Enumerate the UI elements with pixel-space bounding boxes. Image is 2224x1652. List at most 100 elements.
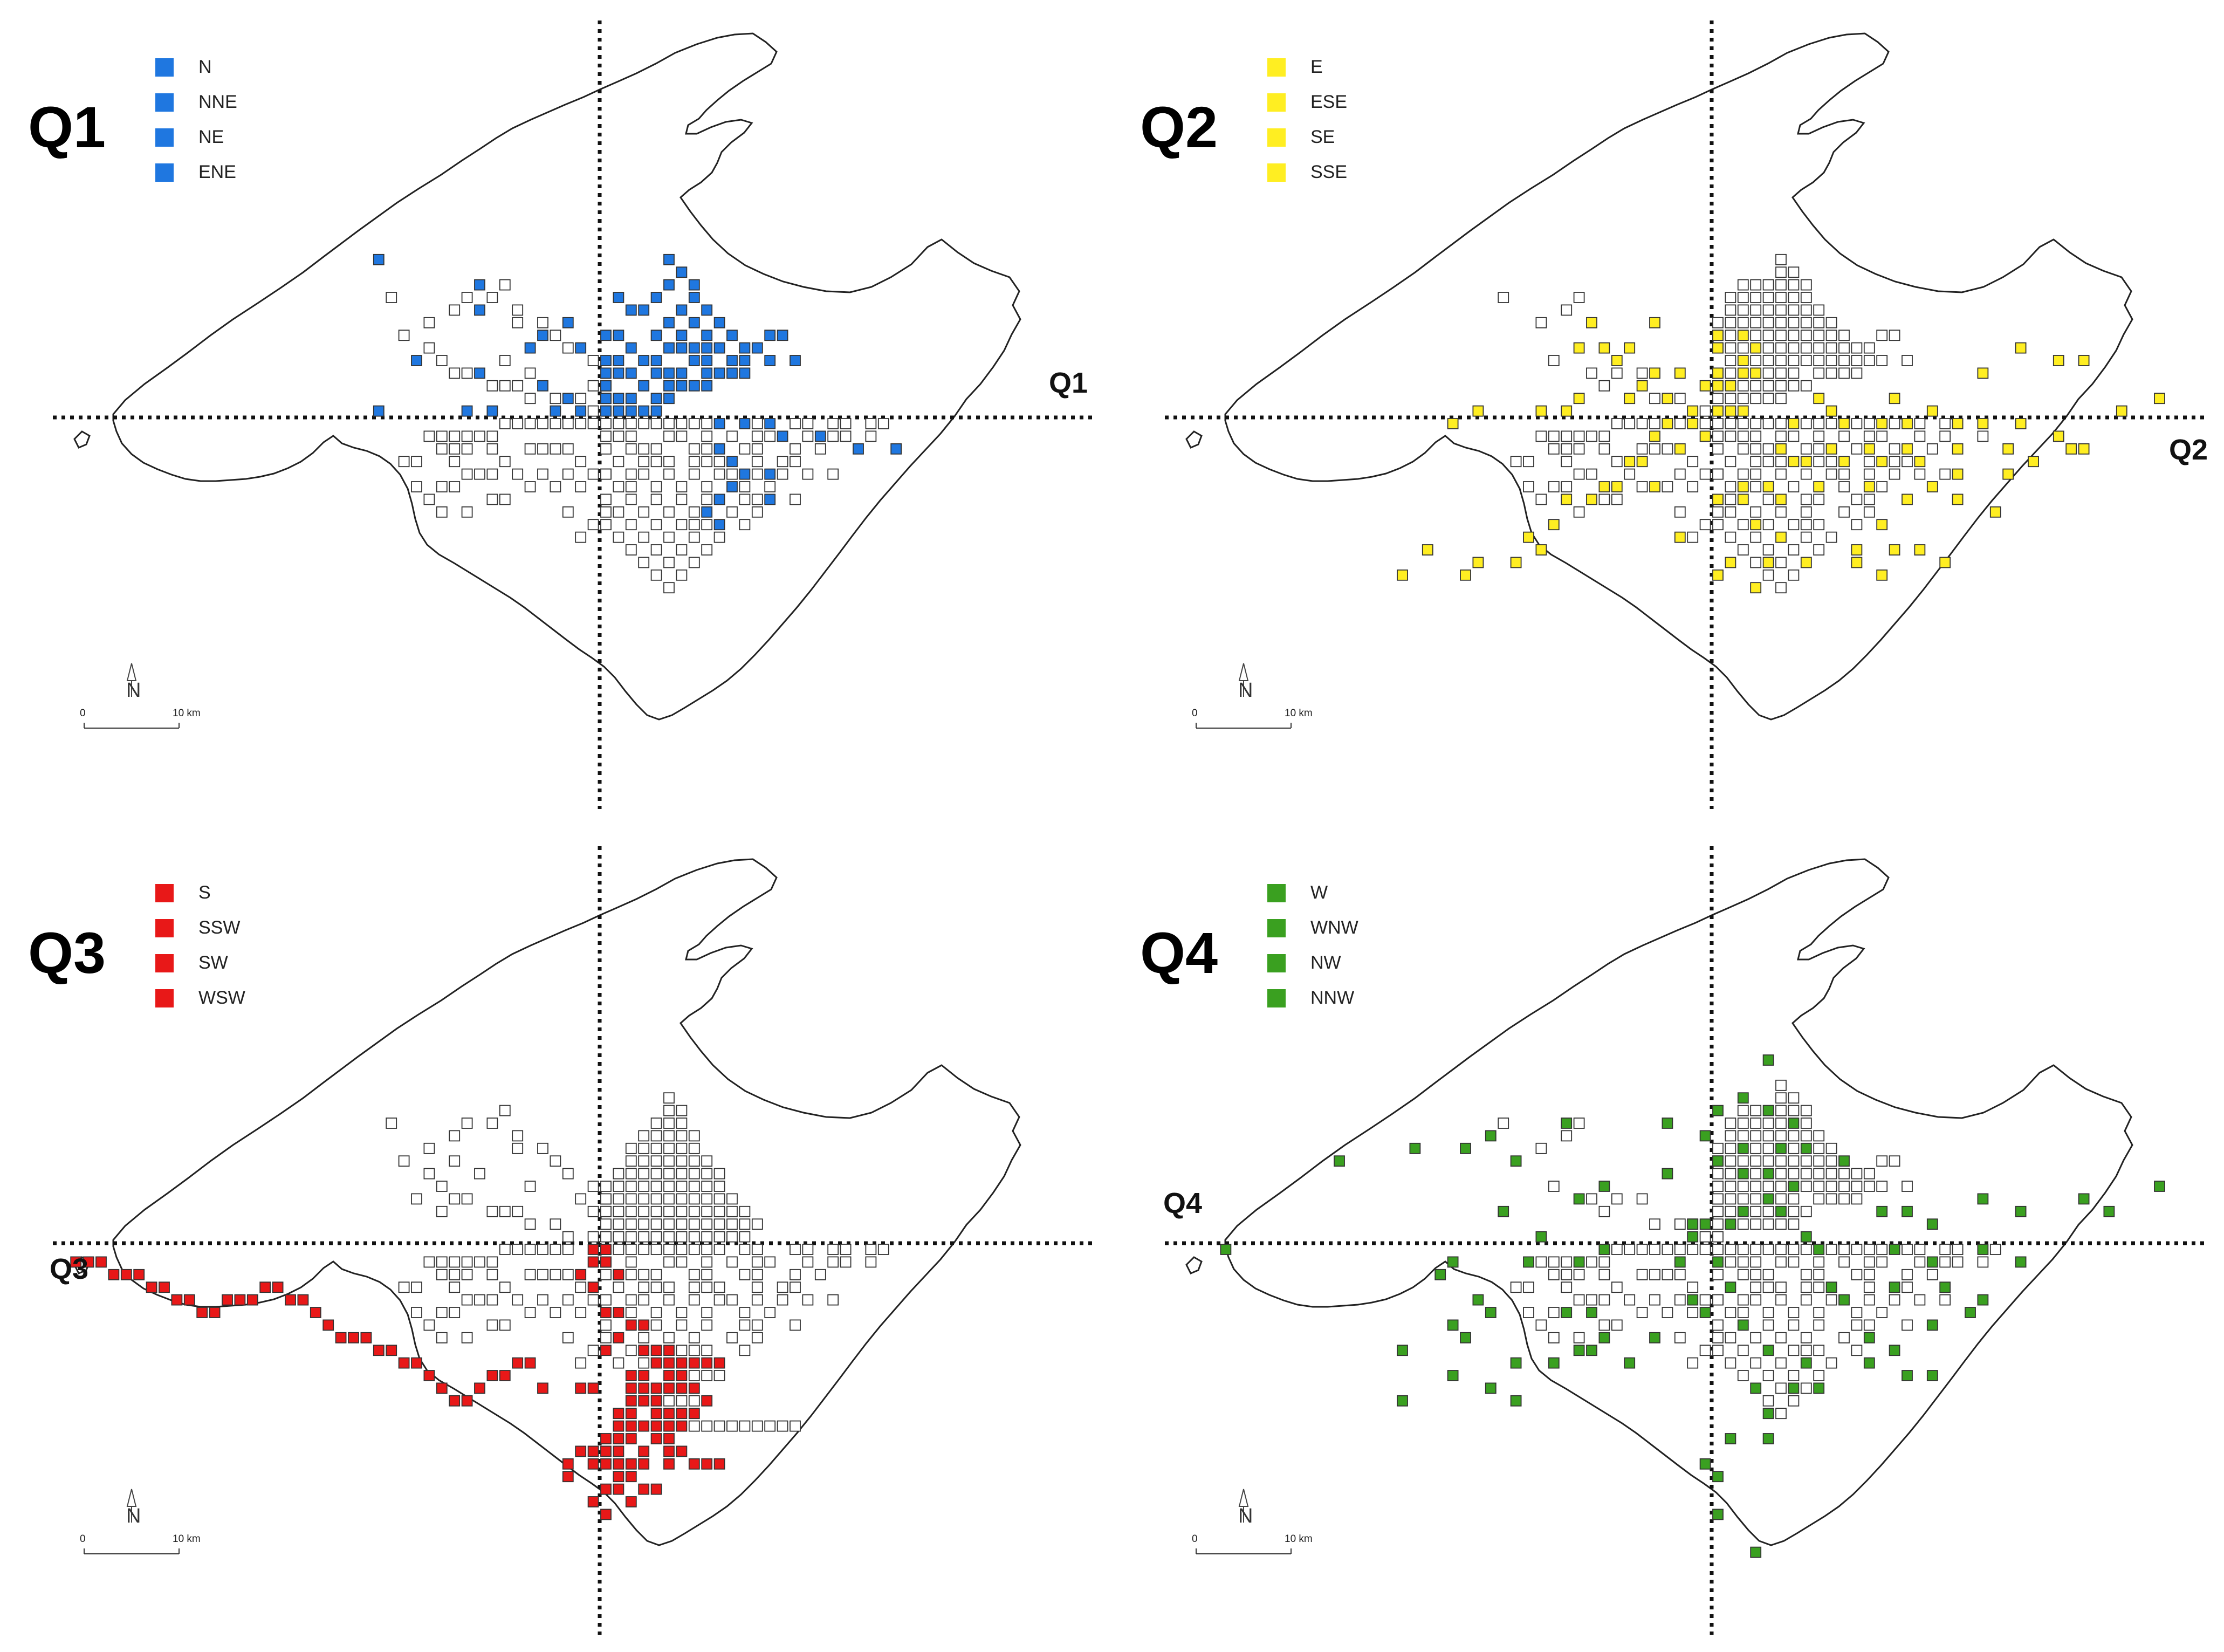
- empty-cell: [1851, 1307, 1863, 1318]
- filled-cell: [613, 355, 624, 366]
- islet: [1185, 430, 1203, 449]
- empty-cell: [676, 1181, 688, 1192]
- filled-cell: [1977, 367, 1989, 379]
- empty-cell: [1838, 355, 1850, 366]
- empty-cell: [827, 468, 839, 480]
- empty-cell: [1636, 443, 1648, 455]
- empty-cell: [688, 1370, 700, 1381]
- empty-cell: [1737, 304, 1749, 316]
- islet: [73, 430, 91, 449]
- empty-cell: [499, 1244, 511, 1255]
- empty-cell: [663, 1130, 675, 1142]
- empty-cell: [650, 519, 662, 531]
- empty-cell: [1800, 1130, 1812, 1142]
- empty-cell: [764, 1420, 776, 1432]
- filled-cell: [676, 1357, 688, 1369]
- filled-cell: [1573, 393, 1585, 405]
- empty-cell: [840, 1244, 852, 1255]
- empty-cell: [1863, 1181, 1875, 1192]
- filled-cell: [2028, 456, 2039, 468]
- empty-cell: [751, 1281, 763, 1293]
- filled-cell: [234, 1294, 246, 1306]
- empty-cell: [1737, 468, 1749, 480]
- empty-cell: [1800, 468, 1812, 480]
- empty-cell: [713, 1294, 725, 1306]
- empty-cell: [423, 1142, 435, 1154]
- filled-cell: [1498, 1205, 1509, 1217]
- empty-cell: [625, 1205, 637, 1217]
- filled-cell: [1762, 1168, 1774, 1180]
- empty-cell: [1561, 1269, 1573, 1280]
- empty-cell: [600, 1205, 612, 1217]
- empty-cell: [1725, 1205, 1736, 1217]
- filled-cell: [1876, 1205, 1888, 1217]
- empty-cell: [1762, 1218, 1774, 1230]
- empty-cell: [1775, 1118, 1787, 1129]
- empty-cell: [638, 468, 650, 480]
- empty-cell: [688, 1244, 700, 1255]
- empty-cell: [1687, 456, 1699, 468]
- filled-cell: [1952, 443, 1964, 455]
- empty-cell: [1775, 557, 1787, 568]
- legend-item: W: [1267, 875, 1358, 910]
- empty-cell: [575, 531, 587, 543]
- empty-cell: [1838, 1193, 1850, 1205]
- empty-cell: [600, 1294, 612, 1306]
- filled-cell: [790, 355, 801, 366]
- empty-cell: [650, 1218, 662, 1230]
- empty-cell: [1649, 393, 1660, 405]
- filled-cell: [373, 405, 385, 417]
- filled-cell: [688, 342, 700, 354]
- empty-cell: [1725, 1168, 1736, 1180]
- empty-cell: [1649, 1244, 1660, 1255]
- empty-cell: [1788, 519, 1800, 531]
- legend-swatch: [155, 128, 174, 147]
- empty-cell: [676, 1345, 688, 1356]
- legend-q2: E ESE SE SSE: [1267, 50, 1347, 190]
- filled-cell: [663, 1408, 675, 1420]
- filled-cell: [1586, 493, 1597, 505]
- filled-cell: [575, 1382, 587, 1394]
- empty-cell: [1788, 330, 1800, 341]
- empty-cell: [512, 1142, 524, 1154]
- empty-cell: [1800, 279, 1812, 291]
- empty-cell: [1813, 1130, 1825, 1142]
- filled-cell: [650, 355, 662, 366]
- filled-cell: [1989, 506, 2001, 518]
- empty-cell: [1762, 569, 1774, 581]
- empty-cell: [1762, 367, 1774, 379]
- empty-cell: [575, 1357, 587, 1369]
- quadrant-title-q1: Q1: [28, 94, 106, 160]
- filled-cell: [1725, 380, 1736, 392]
- empty-cell: [1775, 1105, 1787, 1116]
- empty-cell: [1851, 1193, 1863, 1205]
- empty-cell: [638, 1294, 650, 1306]
- empty-cell: [1800, 1168, 1812, 1180]
- empty-cell: [575, 1281, 587, 1293]
- empty-cell: [1775, 1130, 1787, 1142]
- empty-cell: [1775, 253, 1787, 265]
- empty-cell: [739, 1269, 751, 1280]
- empty-cell: [613, 1193, 624, 1205]
- empty-cell: [1712, 317, 1724, 328]
- legend-label: ENE: [198, 162, 236, 182]
- filled-cell: [1397, 569, 1408, 581]
- empty-cell: [1800, 1181, 1812, 1192]
- scale-start-label: 0: [1192, 1533, 1198, 1545]
- filled-cell: [524, 1357, 536, 1369]
- empty-cell: [1762, 393, 1774, 405]
- filled-cell: [1775, 443, 1787, 455]
- empty-cell: [1725, 1181, 1736, 1192]
- empty-cell: [499, 279, 511, 291]
- empty-cell: [1762, 1142, 1774, 1154]
- filled-cell: [751, 342, 763, 354]
- empty-cell: [1762, 1118, 1774, 1129]
- empty-cell: [1939, 1294, 1951, 1306]
- empty-cell: [1939, 430, 1951, 442]
- filled-cell: [1939, 1281, 1951, 1293]
- empty-cell: [1876, 1256, 1888, 1268]
- filled-cell: [1863, 481, 1875, 492]
- empty-cell: [1863, 1319, 1875, 1331]
- scale-end-label: 10 km: [1285, 1533, 1313, 1545]
- filled-cell: [575, 405, 587, 417]
